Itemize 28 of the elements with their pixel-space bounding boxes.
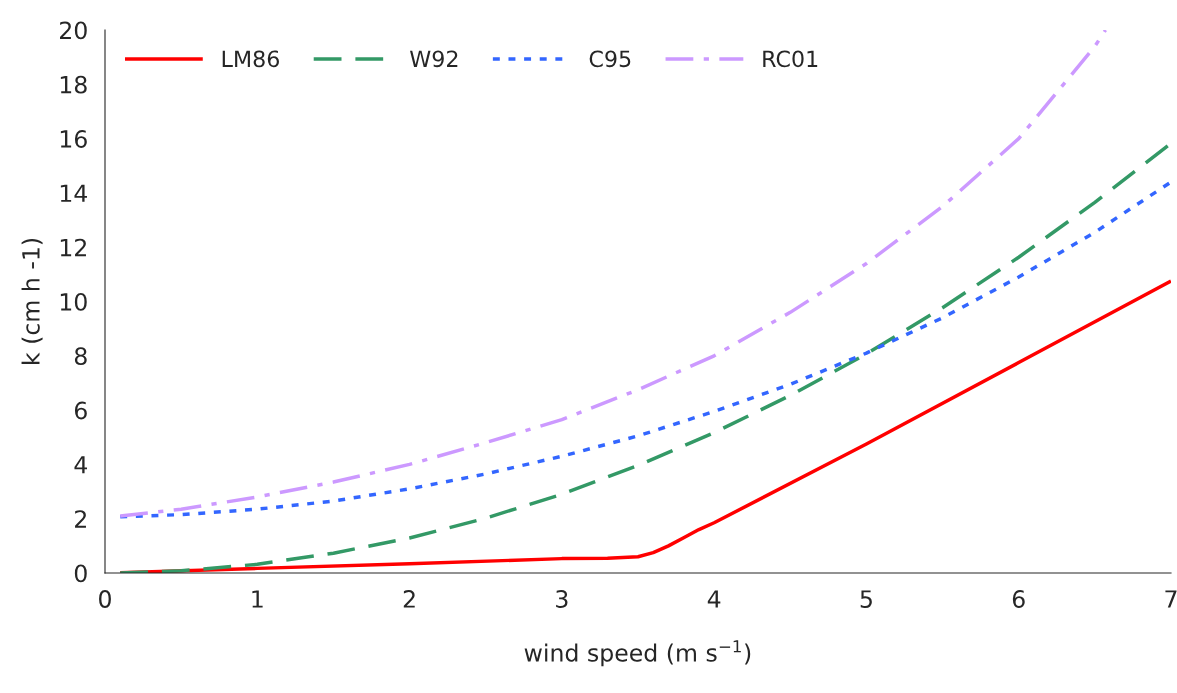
legend-label: LM86 (222, 50, 279, 68)
y-tick-label: 20 (60, 21, 87, 40)
x-tick-label: 0 (99, 590, 111, 608)
line-series (118, 180, 1171, 519)
y-tick-label: 0 (74, 564, 87, 583)
y-tick-label: 2 (75, 510, 86, 528)
x-tick-label: 4 (707, 590, 721, 608)
y-axis-title: k (cm h -1) (21, 238, 43, 364)
line-series (118, 141, 1171, 573)
legend-label: RC01 (763, 50, 818, 68)
x-tick-label: 1 (252, 590, 263, 608)
y-tick-label: 8 (74, 347, 87, 366)
line-series (118, 30, 1108, 518)
y-tick-label: 16 (60, 130, 87, 148)
y-tick-label: 4 (74, 456, 88, 474)
y-tick-label: 6 (74, 401, 87, 420)
x-tick-label: 6 (1012, 590, 1025, 608)
x-tick-label: 2 (403, 590, 415, 608)
legend-label: C95 (589, 50, 631, 68)
legend-label: W92 (410, 50, 458, 68)
x-tick-label: 3 (556, 590, 568, 608)
y-tick-label: 18 (60, 75, 87, 94)
y-tick-label: 14 (60, 184, 88, 202)
x-axis-title: wind speed (m s$^{−1}$) (524, 640, 751, 667)
x-tick-label: 5 (860, 590, 872, 608)
x-tick-label: 7 (1165, 590, 1177, 608)
y-tick-label: 10 (60, 292, 87, 311)
y-tick-label: 12 (60, 238, 86, 257)
